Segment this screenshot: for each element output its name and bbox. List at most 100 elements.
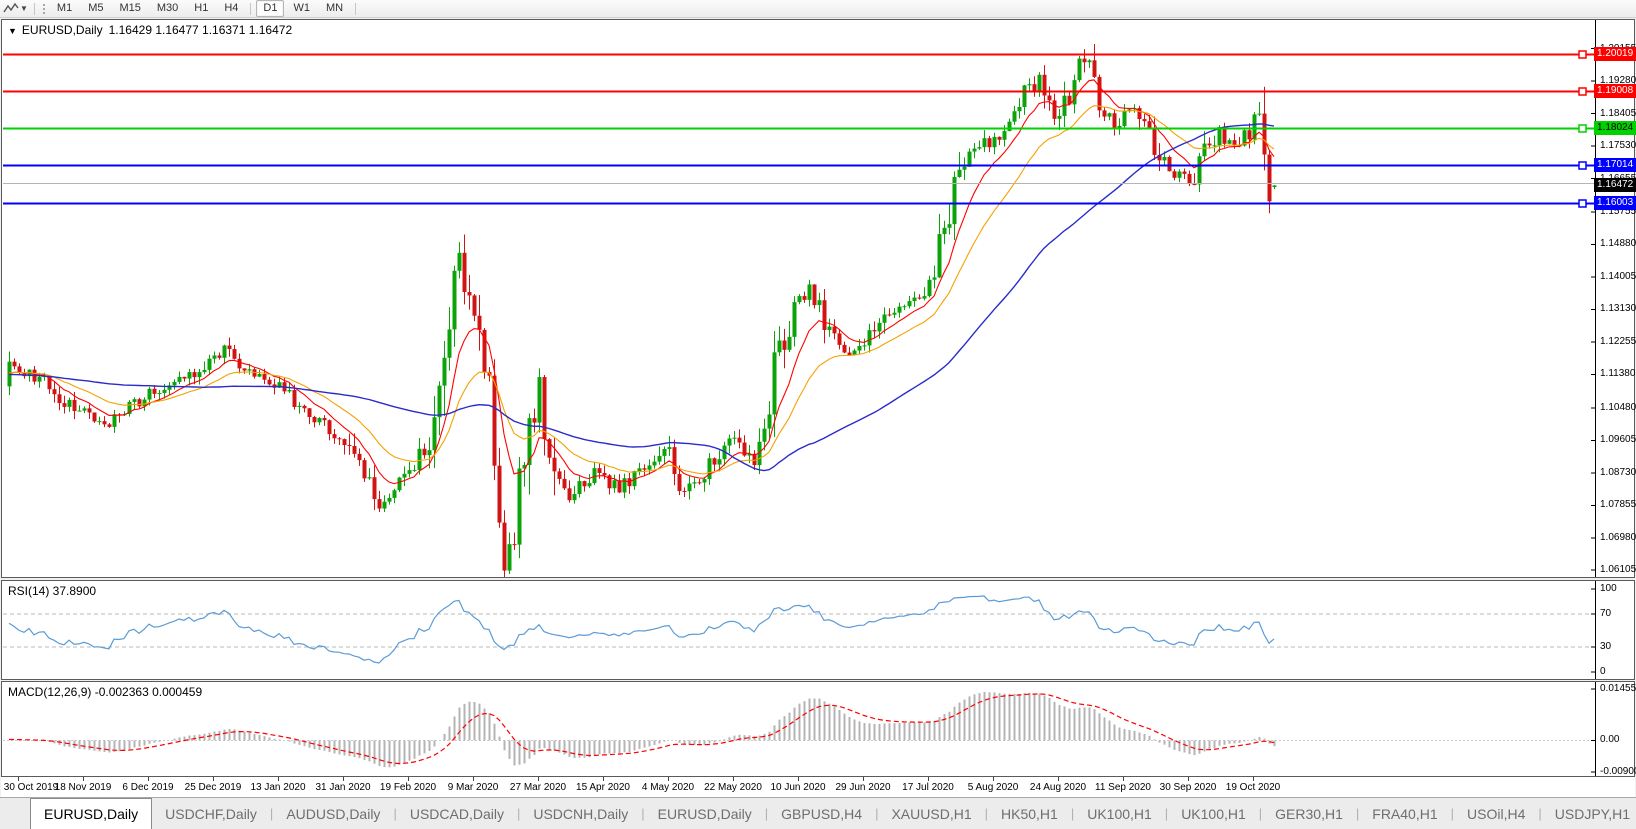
macd-canvas[interactable] (2, 682, 1634, 776)
rsi-canvas[interactable] (2, 581, 1634, 679)
symbol-tab-bar: EURUSD,Daily USDCHF,Daily | AUDUSD,Daily | US… (0, 797, 1636, 829)
hline-price-badge: 1.17014 (1594, 158, 1636, 173)
tab-separator: | (875, 806, 879, 821)
tab-separator: | (641, 806, 645, 821)
main-chart-canvas[interactable] (2, 20, 1634, 577)
tab-separator: | (984, 806, 988, 821)
price-tick-label: 1.08730 (1600, 466, 1636, 478)
time-tick (1253, 777, 1254, 781)
time-tick (1058, 777, 1059, 781)
toolbar-grip-handle[interactable] (41, 2, 46, 15)
collapse-chart-icon[interactable]: ▼ (8, 26, 17, 36)
time-label: 31 Jan 2020 (315, 782, 371, 793)
price-tick-label: 1.11380 (1600, 368, 1636, 380)
line-end-marker[interactable] (1578, 87, 1587, 96)
time-tick (798, 777, 799, 781)
symbol-tab-usdcnh-daily-4[interactable]: USDCNH,Daily (533, 805, 629, 822)
toolbar-separator (250, 2, 252, 15)
symbol-tab-hk50-h1-8[interactable]: HK50,H1 (1001, 805, 1058, 822)
hline-price-badge: 1.20019 (1594, 46, 1636, 61)
time-label: 27 Mar 2020 (509, 782, 567, 793)
candles-layer (7, 44, 1277, 577)
time-label: 9 Mar 2020 (447, 782, 499, 793)
chart-title: ▼ EURUSD,Daily 1.16429 1.16477 1.16371 1.1… (8, 23, 292, 37)
ma-line-fast (8, 79, 1275, 485)
macd-tick-label: -0.00900 (1600, 766, 1636, 777)
time-label: 19 Oct 2020 (1225, 782, 1281, 793)
timeframe-button-mn[interactable]: MN (325, 2, 344, 14)
time-tick (668, 777, 669, 781)
rsi-tick-label: 0 (1600, 666, 1606, 677)
symbol-tab-usdchf-daily-1[interactable]: USDCHF,Daily (165, 805, 257, 822)
time-tick (18, 777, 19, 781)
hline-price-badge: 1.16003 (1594, 195, 1636, 210)
tab-separator: | (1070, 806, 1075, 821)
time-label: 10 Jun 2020 (770, 782, 826, 793)
line-end-marker[interactable] (1578, 199, 1587, 208)
time-label: 22 May 2020 (704, 782, 762, 793)
macd-label: MACD(12,26,9) -0.002363 0.000459 (8, 685, 203, 699)
time-tick (993, 777, 994, 781)
timeframe-button-m1[interactable]: M1 (56, 2, 73, 14)
symbol-tab-usoil-h4-13[interactable]: USOil,H4 (1467, 805, 1526, 822)
macd-histogram (43, 691, 1276, 768)
price-tick-label: 1.13130 (1600, 303, 1636, 315)
time-label: 18 Nov 2019 (54, 782, 112, 793)
price-tick-label: 1.16655 (1600, 173, 1636, 184)
symbol-tab-uk100-h1-10[interactable]: UK100,H1 (1181, 805, 1246, 822)
timeframe-button-h1[interactable]: H1 (194, 2, 209, 14)
timeframe-button-d1[interactable]: D1 (256, 0, 285, 17)
tab-separator: | (1164, 806, 1169, 821)
line-end-marker[interactable] (1578, 124, 1587, 133)
tab-separator: | (1258, 806, 1263, 821)
symbol-tab-uk100-h1-9[interactable]: UK100,H1 (1087, 805, 1152, 822)
timeframe-button-w1[interactable]: W1 (293, 2, 310, 14)
symbol-tab-usdcad-daily-3[interactable]: USDCAD,Daily (409, 805, 504, 822)
time-tick (278, 777, 279, 781)
time-label: 15 Apr 2020 (576, 782, 630, 793)
price-tick-label: 1.06105 (1600, 564, 1636, 576)
line-end-marker[interactable] (1578, 50, 1587, 59)
time-tick (603, 777, 604, 781)
price-tick-label: 1.14005 (1600, 270, 1636, 282)
price-tick-label: 1.12255 (1600, 335, 1636, 347)
macd-indicator-panel: MACD(12,26,9) -0.002363 0.000459 0.01455… (1, 681, 1636, 777)
chart-tool-icon[interactable] (3, 2, 19, 15)
timeframe-button-m30[interactable]: M30 (156, 2, 179, 14)
symbol-tab-eurusd-daily-5[interactable]: EURUSD,Daily (657, 805, 752, 822)
symbol-tab-eurusd-daily-0[interactable]: EURUSD,Daily (30, 798, 153, 829)
symbol-tab-fra40-h1-12[interactable]: FRA40,H1 (1372, 805, 1438, 822)
time-label: 24 Aug 2020 (1029, 782, 1087, 793)
time-tick (83, 777, 84, 781)
symbol-tab-gbpusd-h4-6[interactable]: GBPUSD,H4 (781, 805, 863, 822)
tab-separator: | (1355, 806, 1360, 821)
time-label: 4 May 2020 (641, 782, 695, 793)
current-price-badge: 1.16472 (1594, 178, 1636, 193)
symbol-tab-ger30-h1-11[interactable]: GER30,H1 (1275, 805, 1343, 822)
symbol-tab-xauusd-h1-7[interactable]: XAUUSD,H1 (891, 805, 972, 822)
time-axis[interactable]: 30 Oct 2019 18 Nov 2019 6 Dec 2019 25 Dec 2… (1, 777, 1635, 797)
chart-symbol-label: EURUSD,Daily (21, 23, 103, 37)
tab-separator: | (764, 806, 769, 821)
tab-separator: | (1450, 806, 1455, 821)
macd-signal-line (9, 693, 1275, 765)
chart-tool-dropdown-icon[interactable]: ▼ (20, 4, 28, 13)
time-label: 6 Dec 2019 (122, 782, 174, 793)
timeframe-button-m15[interactable]: M15 (119, 2, 141, 14)
hline-price-badge: 1.19008 (1594, 84, 1636, 99)
rsi-tick-label: 30 (1600, 641, 1612, 653)
time-tick (1123, 777, 1124, 781)
ma-line-slow (9, 123, 1275, 472)
timeframe-button-m5[interactable]: M5 (88, 2, 104, 14)
line-end-marker[interactable] (1578, 161, 1587, 170)
price-tick-label: 1.09605 (1600, 434, 1636, 446)
rsi-tick-label: 100 (1600, 583, 1617, 594)
rsi-label: RSI(14) 37.8900 (8, 584, 97, 598)
symbol-tab-audusd-daily-2[interactable]: AUDUSD,Daily (286, 805, 381, 822)
tab-separator: | (1538, 806, 1542, 821)
time-tick (733, 777, 734, 781)
symbol-tab-usdjpy-h1-14[interactable]: USDJPY,H1 (1554, 805, 1630, 822)
timeframe-button-h4[interactable]: H4 (224, 2, 239, 14)
chart-ohlc-values: 1.16429 1.16477 1.16371 1.16472 (108, 23, 293, 37)
